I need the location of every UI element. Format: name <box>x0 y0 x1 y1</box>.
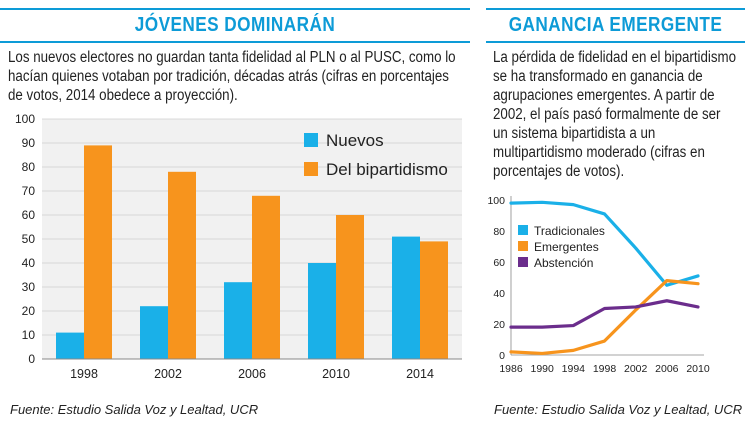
bar-x-tick-2006: 2006 <box>238 367 266 381</box>
bar-bipartidismo-2006 <box>252 195 280 359</box>
line-x-tick-1994: 1994 <box>562 363 586 375</box>
line-legend-swatch-emergentes <box>518 241 528 251</box>
right-description: La pérdida de fidelidad en el bipartidis… <box>493 49 737 180</box>
line-y-tick-1: 20 <box>493 319 505 331</box>
bar-y-tick-0: 0 <box>28 352 35 366</box>
line-y-tick-4: 80 <box>493 226 505 238</box>
line-legend-swatch-tradicionales <box>518 225 528 235</box>
bar-legend-label-1: Del bipartidismo <box>326 160 448 179</box>
bar-nuevos-2014 <box>392 236 420 359</box>
left-source: Fuente: Estudio Salida Voz y Lealtad, UC… <box>10 402 259 417</box>
bar-x-tick-2010: 2010 <box>322 367 350 381</box>
bar-y-tick-5: 50 <box>22 232 36 246</box>
right-panel: GANANCIA EMERGENTE La pérdida de fidelid… <box>486 0 745 436</box>
bar-legend-label-0: Nuevos <box>326 131 384 150</box>
line-x-tick-1990: 1990 <box>530 363 554 375</box>
right-source: Fuente: Estudio Salida Voz y Lealtad, UC… <box>494 402 743 417</box>
left-panel: JÓVENES DOMINARÁN Los nuevos electores n… <box>0 8 470 417</box>
bar-x-tick-1998: 1998 <box>70 367 98 381</box>
right-title-bar: GANANCIA EMERGENTE <box>486 8 745 43</box>
left-title: JÓVENES DOMINARÁN <box>134 14 336 36</box>
bar-y-tick-4: 40 <box>22 256 36 270</box>
line-y-tick-5: 100 <box>487 195 505 207</box>
bar-y-tick-8: 80 <box>22 160 36 174</box>
bar-x-tick-2014: 2014 <box>406 367 434 381</box>
bar-y-tick-10: 100 <box>15 112 35 126</box>
panel-divider <box>476 0 477 436</box>
line-y-tick-2: 40 <box>493 288 505 300</box>
bar-y-tick-6: 60 <box>22 208 36 222</box>
left-title-rule-top <box>0 8 470 10</box>
bar-y-tick-7: 70 <box>22 184 36 198</box>
bar-nuevos-2002 <box>140 306 168 359</box>
bar-bipartidismo-1998 <box>84 145 112 359</box>
bar-y-tick-9: 90 <box>22 136 36 150</box>
line-legend-swatch-abstencion <box>518 257 528 267</box>
bar-y-tick-3: 30 <box>22 280 36 294</box>
bar-bipartidismo-2002 <box>168 171 196 359</box>
bar-nuevos-1998 <box>56 332 84 359</box>
line-y-tick-0: 0 <box>499 350 505 362</box>
line-y-tick-3: 60 <box>493 257 505 269</box>
line-chart: 0 20 40 60 80 100 1986 1990 1994 1998 2002 2006 2010… <box>487 195 710 375</box>
line-x-tick-1986: 1986 <box>499 363 523 375</box>
bar-y-tick-1: 10 <box>22 328 36 342</box>
line-x-tick-2006: 2006 <box>655 363 679 375</box>
bar-nuevos-2010 <box>308 263 336 359</box>
line-series-abstencion <box>509 299 700 329</box>
bar-legend-swatch-0 <box>304 133 318 147</box>
left-title-bar: JÓVENES DOMINARÁN <box>0 8 470 43</box>
left-title-rule-bottom <box>0 41 470 43</box>
right-title-rule-top <box>486 8 745 10</box>
line-legend-label-emergentes: Emergentes <box>534 240 599 254</box>
line-series-emergentes <box>509 279 700 356</box>
bar-chart: 0 10 20 30 40 50 60 70 80 90 100 1998 2002 2006 2010 20… <box>15 112 462 381</box>
bar-bipartidismo-2014 <box>420 241 448 359</box>
bar-x-tick-2002: 2002 <box>154 367 182 381</box>
bar-bipartidismo-2010 <box>336 215 364 359</box>
line-x-tick-2010: 2010 <box>686 363 710 375</box>
line-legend-label-tradicionales: Tradicionales <box>534 224 605 238</box>
line-series-tradicionales <box>509 200 700 287</box>
bar-legend-swatch-1 <box>304 162 318 176</box>
right-title-rule-bottom <box>486 41 745 43</box>
bar-y-tick-2: 20 <box>22 304 36 318</box>
bar-nuevos-2006 <box>224 282 252 359</box>
line-x-tick-1998: 1998 <box>593 363 617 375</box>
left-description: Los nuevos electores no guardan tanta fi… <box>8 49 456 104</box>
right-title: GANANCIA EMERGENTE <box>508 14 723 36</box>
line-legend-label-abstencion: Abstención <box>534 256 593 270</box>
line-x-tick-2002: 2002 <box>624 363 648 375</box>
